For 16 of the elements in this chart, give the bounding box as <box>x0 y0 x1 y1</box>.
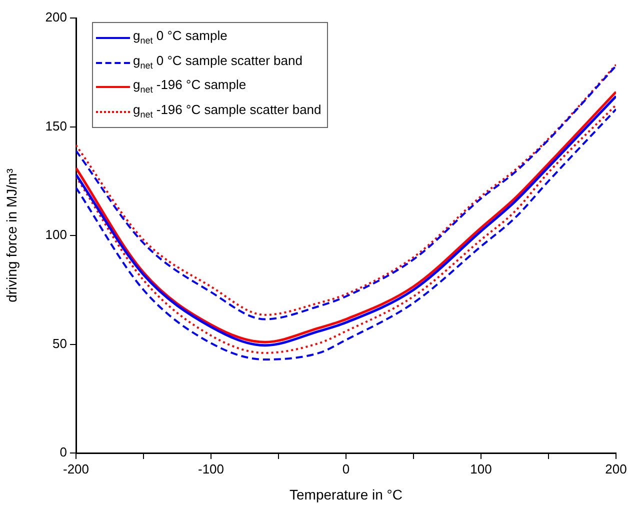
legend-label: g$_{net}$ -196 °C sample <box>133 76 246 97</box>
x-tick-label: 200 <box>605 461 627 476</box>
y-tick-label: 200 <box>45 10 67 25</box>
x-axis-title: Temperature in °C <box>290 486 402 502</box>
x-tick-label: -200 <box>62 461 90 476</box>
y-tick-label: 0 <box>60 444 67 460</box>
legend-label: g$_{net}$ 0 °C sample <box>133 27 228 48</box>
x-tick-label: 0 <box>342 461 350 476</box>
x-tick-label: -100 <box>198 461 224 476</box>
legend-label: g$_{net}$ -196 °C sample scatter band <box>133 100 322 122</box>
y-tick-label: 150 <box>45 118 67 134</box>
y-tick-label: 50 <box>52 336 67 351</box>
legend-label: g$_{net}$ 0 °C sample scatter band <box>133 52 302 72</box>
y-tick-label: 100 <box>45 227 67 242</box>
y-axis-title: driving force in MJ/m³ <box>3 168 20 302</box>
x-tick-label: 100 <box>470 461 492 476</box>
